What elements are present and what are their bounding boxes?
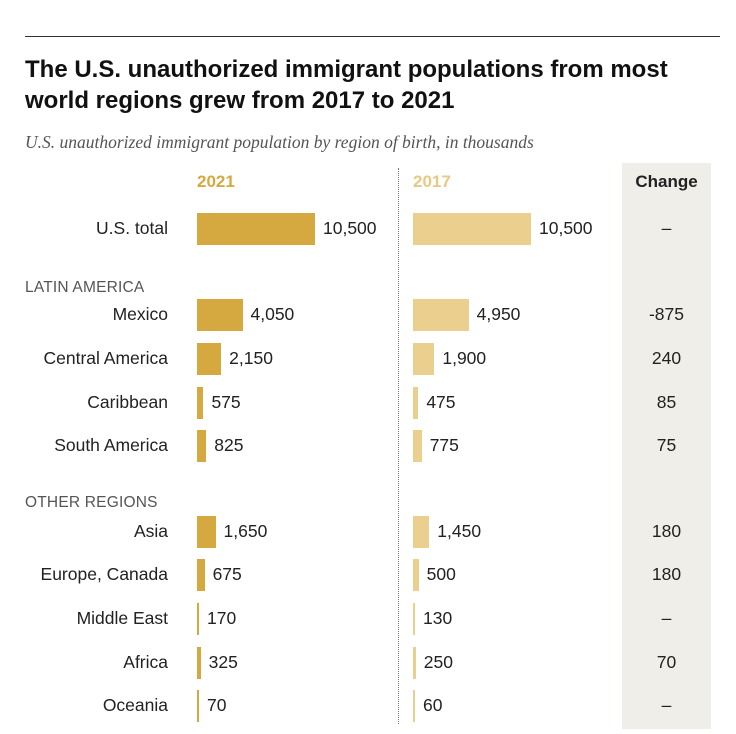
bar-2021 [197, 299, 243, 331]
row-label: Europe, Canada [40, 564, 168, 584]
bar-2017 [413, 299, 469, 331]
change-value: – [661, 608, 672, 628]
row-label: Africa [123, 652, 168, 672]
bar-2017 [413, 647, 416, 679]
value-label-2017: 10,500 [539, 218, 593, 238]
group-label: LATIN AMERICA [25, 279, 145, 296]
row-label: Middle East [76, 608, 168, 628]
bar-2017 [413, 343, 435, 375]
value-label-2021: 4,050 [250, 304, 295, 324]
value-label-2017: 775 [429, 435, 459, 455]
bar-2017 [413, 516, 430, 548]
column-header-2017: 2017 [413, 172, 451, 191]
column-header-change: Change [635, 172, 698, 191]
row-label: Caribbean [87, 392, 168, 412]
row-label: Mexico [112, 304, 168, 324]
change-value: – [661, 695, 672, 715]
bar-2021 [197, 516, 216, 548]
bar-2021 [197, 343, 222, 375]
value-label-2017: 60 [423, 695, 443, 715]
row-label: Asia [133, 521, 168, 541]
change-value: -875 [648, 304, 685, 324]
value-label-2021: 325 [208, 652, 238, 672]
group-label: OTHER REGIONS [25, 494, 158, 511]
bar-2021 [197, 387, 204, 419]
value-label-2021: 10,500 [323, 218, 377, 238]
value-label-2021: 575 [211, 392, 241, 412]
value-label-2017: 4,950 [476, 304, 521, 324]
value-label-2021: 675 [212, 564, 242, 584]
change-value: 75 [656, 435, 677, 455]
bar-2017 [413, 690, 415, 722]
value-label-2017: 1,450 [437, 521, 482, 541]
bar-2021 [197, 213, 315, 245]
bar-2017 [413, 559, 419, 591]
value-label-2017: 500 [426, 564, 456, 584]
value-label-2017: 475 [426, 392, 456, 412]
change-value: – [661, 218, 672, 238]
row-label: South America [54, 435, 168, 455]
bar-2021 [197, 603, 199, 635]
column-header-2021: 2021 [197, 172, 235, 191]
bar-2017 [413, 603, 415, 635]
value-label-2017: 130 [423, 608, 453, 628]
bar-2017 [413, 213, 531, 245]
change-value: 180 [651, 564, 682, 584]
value-label-2021: 170 [207, 608, 237, 628]
row-label: Central America [43, 348, 169, 368]
value-label-2021: 1,650 [223, 521, 268, 541]
bar-2017 [413, 387, 419, 419]
change-column-background [622, 163, 711, 729]
column-divider [398, 168, 399, 724]
top-rule [25, 36, 720, 37]
bar-2017 [413, 430, 422, 462]
value-label-2021: 70 [207, 695, 227, 715]
change-value: 180 [651, 521, 682, 541]
change-value: 85 [656, 392, 677, 412]
row-label: U.S. total [96, 218, 168, 238]
change-value: 70 [656, 652, 677, 672]
chart-title: The U.S. unauthorized immigrant populati… [25, 56, 668, 114]
value-label-2017: 1,900 [442, 348, 487, 368]
value-label-2021: 825 [214, 435, 244, 455]
row-label: Oceania [102, 695, 168, 715]
chart-subtitle: U.S. unauthorized immigrant population b… [25, 132, 534, 152]
bar-2021 [197, 559, 205, 591]
bar-2021 [197, 647, 201, 679]
value-label-2017: 250 [423, 652, 453, 672]
change-value: 240 [651, 348, 682, 368]
bar-2021 [197, 690, 199, 722]
bar-2021 [197, 430, 207, 462]
value-label-2021: 2,150 [229, 348, 273, 368]
